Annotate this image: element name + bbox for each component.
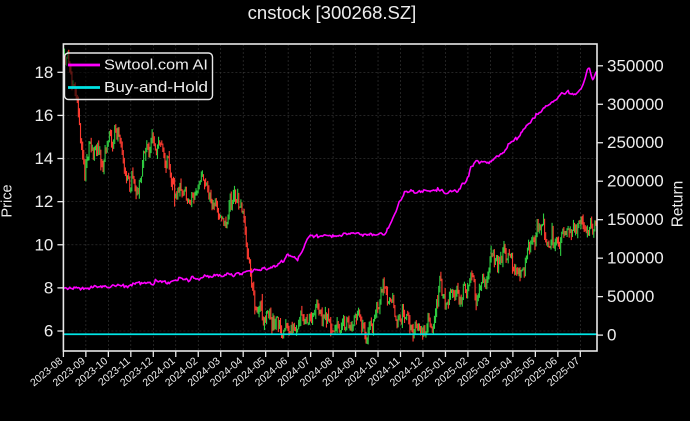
svg-text:8: 8 <box>44 278 53 297</box>
svg-text:200000: 200000 <box>607 172 664 191</box>
svg-text:0: 0 <box>607 326 616 345</box>
svg-text:12: 12 <box>34 192 53 211</box>
svg-text:14: 14 <box>34 149 53 168</box>
svg-text:50000: 50000 <box>607 287 654 306</box>
svg-text:cnstock [300268.SZ]: cnstock [300268.SZ] <box>248 2 417 23</box>
svg-text:18: 18 <box>34 63 53 82</box>
svg-text:Price: Price <box>0 184 16 217</box>
svg-text:Return: Return <box>670 181 687 228</box>
svg-text:300000: 300000 <box>607 95 664 114</box>
svg-text:100000: 100000 <box>607 249 664 268</box>
svg-text:Swtool.com AI: Swtool.com AI <box>104 58 208 74</box>
svg-text:Buy-and-Hold: Buy-and-Hold <box>104 80 208 96</box>
svg-text:16: 16 <box>34 106 53 125</box>
svg-text:6: 6 <box>44 322 53 341</box>
svg-text:350000: 350000 <box>607 56 664 75</box>
svg-text:10: 10 <box>34 235 53 254</box>
svg-text:250000: 250000 <box>607 133 664 152</box>
svg-text:150000: 150000 <box>607 210 664 229</box>
